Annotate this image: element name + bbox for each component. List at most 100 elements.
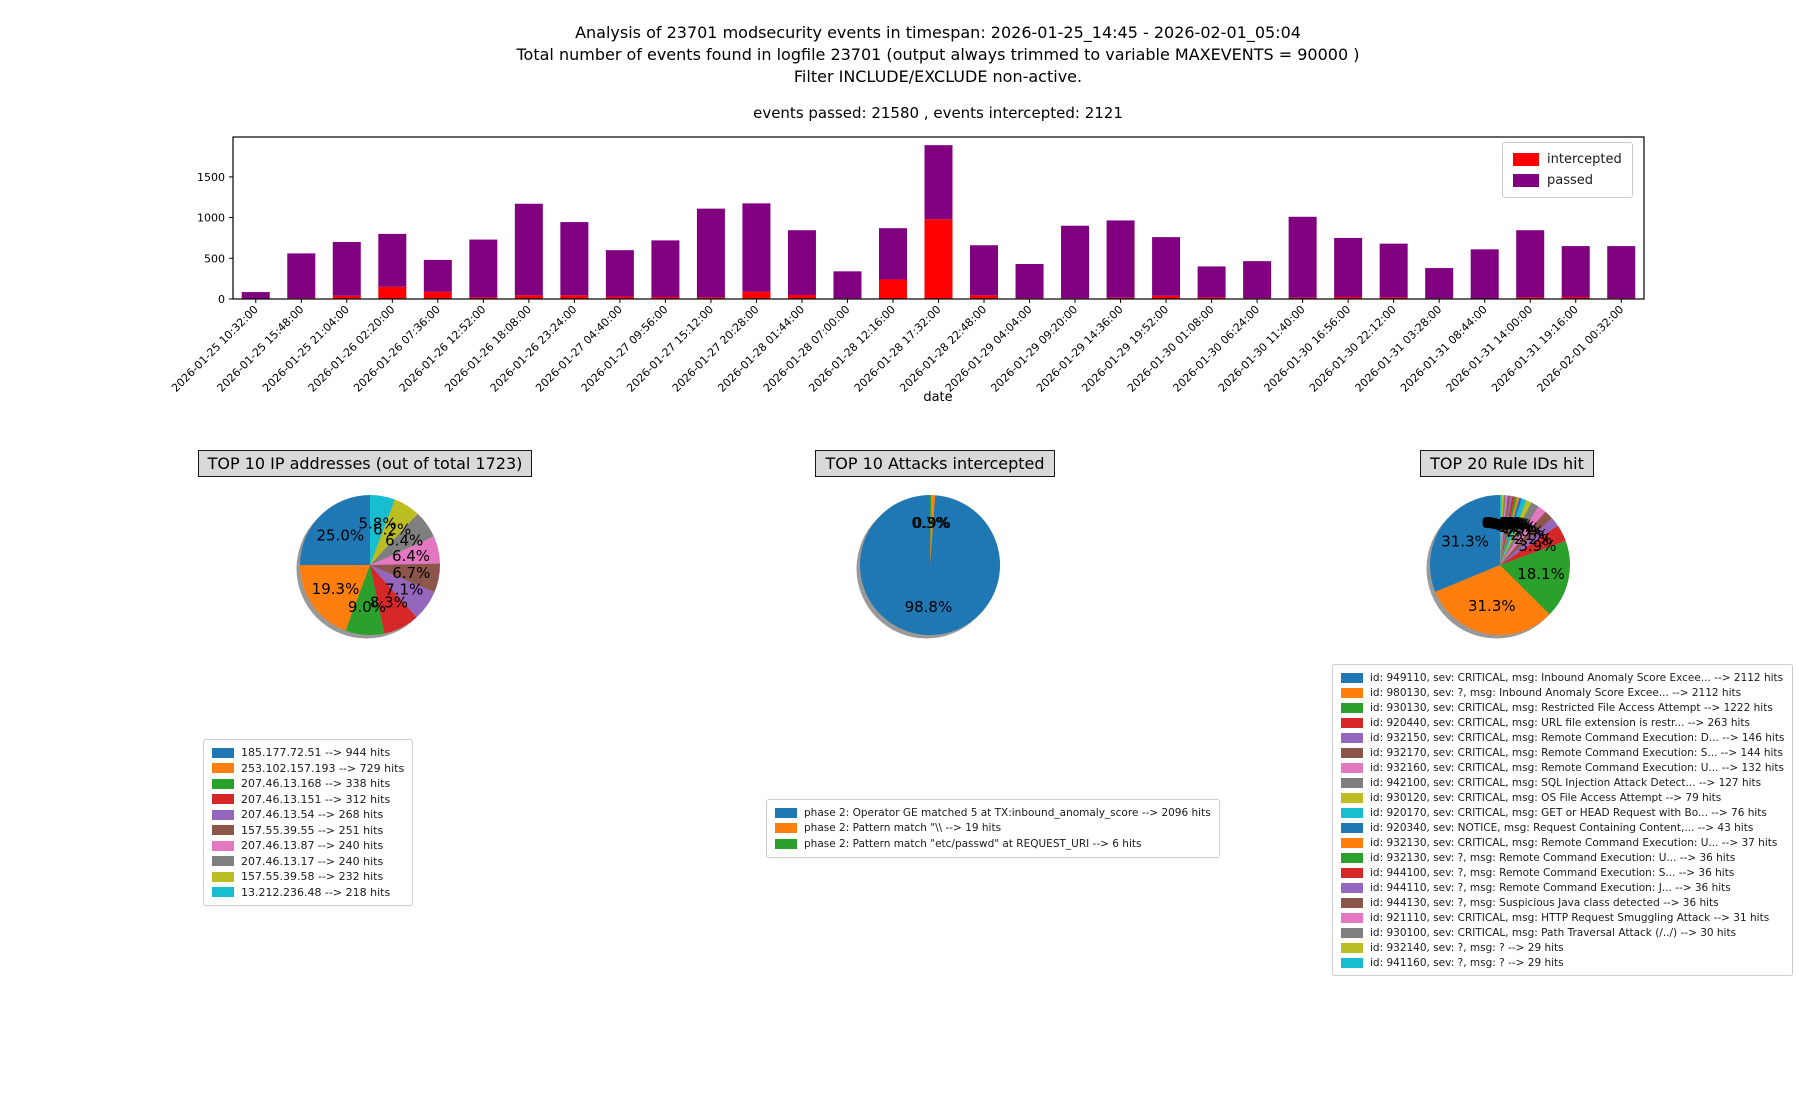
x-tick-label: 2026-01-30 06:24:00 — [1170, 303, 1262, 395]
x-tick-label: 2026-01-26 18:08:00 — [442, 303, 534, 395]
pie-percent-label: 0.4% — [1482, 514, 1520, 532]
legend-label: id: 920340, sev: NOTICE, msg: Request Co… — [1370, 821, 1754, 834]
pie-percent-label: 6.4% — [385, 532, 423, 550]
pie-percent-label: 0.5% — [1485, 514, 1523, 532]
legend-label: id: 944130, sev: ?, msg: Suspicious Java… — [1370, 896, 1719, 909]
bar-segment-passed — [378, 233, 407, 287]
legend-item: id: 932130, sev: ?, msg: Remote Command … — [1341, 850, 1784, 865]
bar-segment-passed — [924, 145, 953, 220]
legend-item: id: 944130, sev: ?, msg: Suspicious Java… — [1341, 895, 1784, 910]
x-tick-label: 2026-01-25 21:04:00 — [260, 303, 352, 395]
pie-percent-label: 0.5% — [1492, 515, 1530, 533]
bar-segment-intercepted — [651, 296, 680, 299]
legend-label: id: 920170, sev: CRITICAL, msg: GET or H… — [1370, 806, 1767, 819]
legend-label: 207.46.13.54 --> 268 hits — [241, 808, 384, 822]
x-tick-label: 2026-01-29 04:04:00 — [943, 303, 1035, 395]
bar-segment-intercepted — [924, 219, 953, 299]
legend-swatch — [1341, 837, 1363, 848]
legend-label: 207.46.13.17 --> 240 hits — [241, 854, 384, 868]
pie-slice — [370, 495, 395, 565]
legend-label: id: 932150, sev: CRITICAL, msg: Remote C… — [1370, 731, 1785, 744]
x-tick-label: 2026-01-30 11:40:00 — [1216, 303, 1308, 395]
legend-label: id: 932170, sev: CRITICAL, msg: Remote C… — [1370, 746, 1783, 759]
legend-item: id: 932160, sev: CRITICAL, msg: Remote C… — [1341, 760, 1784, 775]
x-tick-label: 2026-01-31 19:16:00 — [1489, 303, 1581, 395]
pie-slice — [370, 513, 434, 565]
legend-swatch — [1341, 912, 1363, 923]
y-tick-label: 0 — [218, 293, 225, 306]
pie-percent-label: 3.9% — [1518, 537, 1556, 555]
legend-item: 157.55.39.58 --> 232 hits — [212, 869, 404, 885]
x-tick-label: 2026-01-26 23:24:00 — [488, 303, 580, 395]
x-tick-label: 2026-01-26 02:20:00 — [306, 303, 398, 395]
header-line-3: Filter INCLUDE/EXCLUDE non-active. — [793, 67, 1083, 86]
legend-label: id: 944100, sev: ?, msg: Remote Command … — [1370, 866, 1735, 879]
legend-swatch — [1341, 762, 1363, 773]
pie-percent-label: 2.0% — [1506, 522, 1544, 540]
legend-item: 207.46.13.168 --> 338 hits — [212, 776, 404, 792]
bar-segment-intercepted — [1334, 296, 1363, 299]
bar-segment-passed — [878, 228, 907, 280]
legend-item: id: 942100, sev: CRITICAL, msg: SQL Inje… — [1341, 775, 1784, 790]
legend-label: 207.46.13.168 --> 338 hits — [241, 777, 391, 791]
legend-label: id: 930120, sev: CRITICAL, msg: OS File … — [1370, 791, 1722, 804]
pie-slice — [1500, 497, 1520, 565]
bar-segment-intercepted — [878, 279, 907, 299]
pie-slice — [930, 495, 936, 565]
bar-segment-passed — [696, 208, 725, 298]
pie-percent-label: 19.3% — [312, 580, 360, 598]
pie-title-top-ips: TOP 10 IP addresses (out of total 1723) — [165, 450, 565, 477]
bar-segment-passed — [332, 242, 361, 296]
legend-item: id: 980130, sev: ?, msg: Inbound Anomaly… — [1341, 685, 1784, 700]
legend-swatch — [1341, 927, 1363, 938]
legend-item: id: 944100, sev: ?, msg: Remote Command … — [1341, 865, 1784, 880]
legend-label: phase 2: Operator GE matched 5 at TX:inb… — [804, 806, 1211, 819]
pie-slice — [345, 565, 385, 636]
x-tick-label: 2026-01-29 09:20:00 — [988, 303, 1080, 395]
legend-item-passed: passed — [1513, 170, 1622, 191]
bar-segment-passed — [1061, 225, 1090, 299]
bar-chart-title: events passed: 21580 , events intercepte… — [753, 104, 1123, 122]
bar-segment-intercepted — [332, 295, 361, 299]
pie-chart-top-attacks: 98.8% 0.9%0.3% — [856, 494, 1001, 639]
legend-label: id: 930130, sev: CRITICAL, msg: Restrict… — [1370, 701, 1773, 714]
legend-swatch — [1341, 732, 1363, 743]
x-tick-label: 2026-01-27 04:40:00 — [533, 303, 625, 395]
bar-segment-passed — [1607, 246, 1636, 299]
bar-segment-passed — [287, 253, 316, 299]
legend-item: 13.212.236.48 --> 218 hits — [212, 885, 404, 901]
legend-swatch — [212, 840, 234, 851]
pie-legend-top-attacks: phase 2: Operator GE matched 5 at TX:inb… — [766, 799, 1220, 858]
pie-slice — [1500, 495, 1508, 565]
legend-swatch — [1341, 852, 1363, 863]
bar-segment-passed — [970, 245, 999, 296]
bar-segment-passed — [742, 203, 771, 292]
legend-item: id: 920170, sev: CRITICAL, msg: GET or H… — [1341, 805, 1784, 820]
legend-label: id: 930100, sev: CRITICAL, msg: Path Tra… — [1370, 926, 1737, 939]
pie-slice — [1500, 496, 1517, 565]
pie-percent-label: 0.4% — [1484, 514, 1522, 532]
x-axis-label-date: date — [923, 390, 953, 405]
pie-chart-top-rules: 31.3%31.3%18.1%3.9%2.2%2.1%2.0%1.9%1.2%1… — [1426, 495, 1571, 639]
legend-item: phase 2: Operator GE matched 5 at TX:inb… — [775, 805, 1211, 821]
bar-segment-intercepted — [1379, 297, 1408, 299]
pie-percent-label: 0.6% — [1493, 516, 1531, 534]
legend-swatch — [1341, 717, 1363, 728]
pie-percent-label: 1.2% — [1498, 518, 1536, 536]
pie-percent-label: 18.1% — [1517, 565, 1565, 583]
x-tick-label: 2026-01-30 16:56:00 — [1261, 303, 1353, 395]
pie-percent-label: 0.5% — [1490, 515, 1528, 533]
bar-segment-passed — [1561, 246, 1590, 297]
legend-item: 207.46.13.87 --> 240 hits — [212, 838, 404, 854]
bar-segment-intercepted — [514, 295, 543, 299]
legend-item: id: 930130, sev: CRITICAL, msg: Restrict… — [1341, 700, 1784, 715]
pie-slice — [1500, 500, 1532, 565]
legend-swatch — [212, 747, 234, 758]
legend-swatch — [1341, 687, 1363, 698]
pie-slice — [370, 499, 418, 565]
pie-slice — [1500, 506, 1546, 565]
bar-segment-passed — [605, 250, 634, 297]
pie-slice — [370, 536, 440, 565]
legend-item: id: 932140, sev: ?, msg: ? --> 29 hits — [1341, 940, 1784, 955]
pie-slice — [1500, 495, 1511, 565]
